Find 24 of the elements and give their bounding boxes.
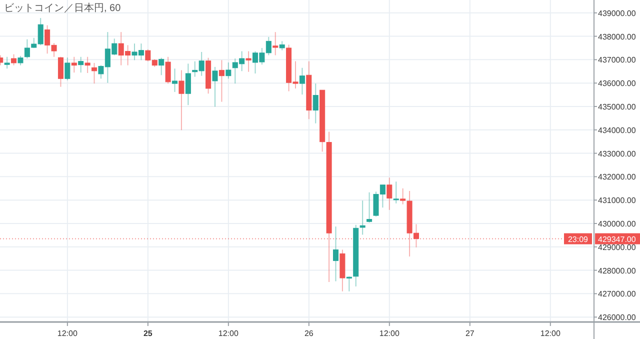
y-tick-label: 431000.00 bbox=[598, 196, 636, 206]
ref-line-label: 429347.00 bbox=[598, 234, 636, 244]
y-tick-label: 437000.00 bbox=[598, 56, 636, 65]
y-tick-label: 438000.00 bbox=[598, 32, 636, 42]
y-tick-label: 434000.00 bbox=[598, 126, 636, 135]
y-tick-label: 430000.00 bbox=[598, 219, 636, 228]
x-tick-label: 12:00 bbox=[540, 329, 561, 338]
x-tick-label: 25 bbox=[143, 329, 153, 338]
y-tick-label: 435000.00 bbox=[598, 102, 636, 112]
y-tick-label: 428000.00 bbox=[598, 266, 636, 276]
x-tick-label: 12:00 bbox=[379, 329, 400, 338]
x-tick-label: 12:00 bbox=[218, 329, 239, 338]
y-tick-label: 429000.00 bbox=[598, 242, 636, 252]
y-tick-label: 426000.00 bbox=[598, 313, 636, 322]
chart-title: ビットコイン／日本円, 60 bbox=[4, 2, 122, 14]
x-tick-label: 12:00 bbox=[57, 329, 78, 338]
y-tick-label: 432000.00 bbox=[598, 172, 636, 182]
y-tick-label: 427000.00 bbox=[598, 290, 636, 299]
annotation: 23:09 bbox=[568, 234, 589, 244]
x-tick-label: 26 bbox=[304, 329, 314, 338]
y-tick-label: 436000.00 bbox=[598, 79, 636, 88]
y-tick-label: 439000.00 bbox=[598, 8, 636, 18]
x-tick-label: 27 bbox=[465, 329, 475, 338]
y-tick-label: 433000.00 bbox=[598, 149, 636, 158]
